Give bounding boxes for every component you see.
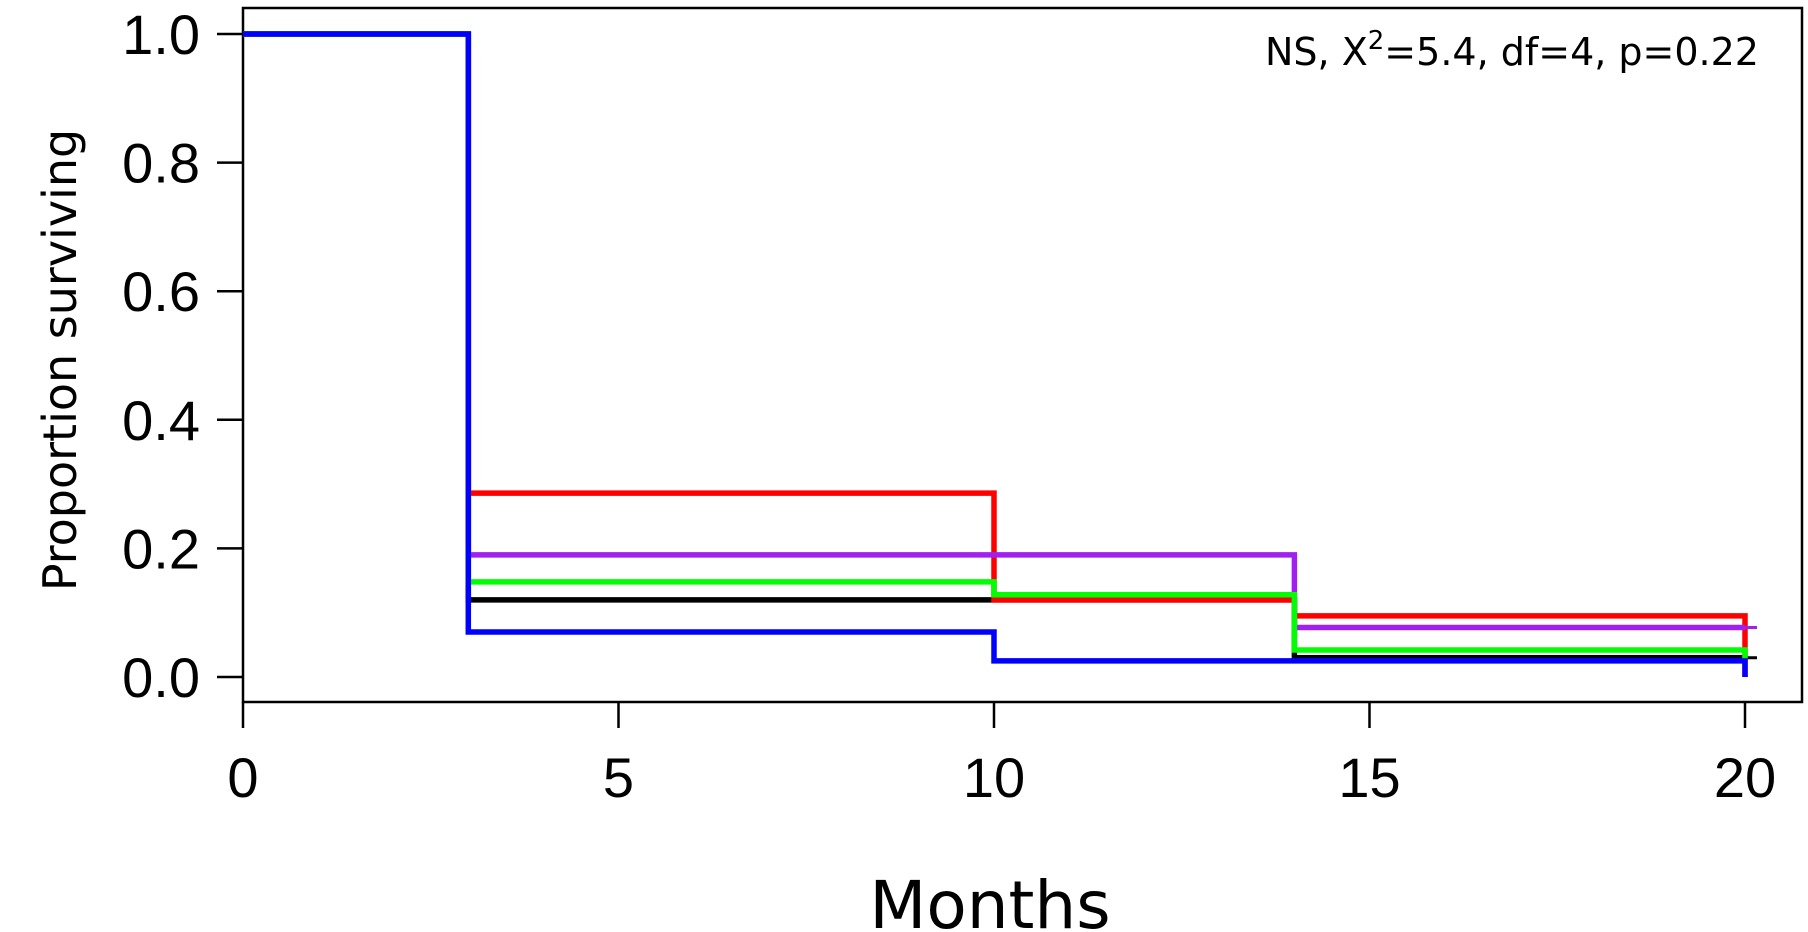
x-tick-label: 10 [963,746,1025,809]
annotation-prefix: NS, X [1265,30,1368,74]
test-annotation: NS, X2=5.4, df=4, p=0.22 [1265,26,1759,74]
x-tick-label: 20 [1714,746,1776,809]
y-axis: 0.0 0.2 0.4 0.6 0.8 1.0 [122,3,243,709]
y-tick-label: 0.6 [122,260,200,323]
annotation-suffix: =5.4, df=4, p=0.22 [1384,30,1759,74]
x-axis: 0 5 10 15 20 [227,702,1776,809]
x-tick-label: 15 [1338,746,1400,809]
y-tick-label: 0.2 [122,517,200,580]
series-layer [243,34,1757,677]
annotation-superscript: 2 [1368,26,1385,56]
y-axis-title: Proportion surviving [33,129,87,591]
y-tick-label: 1.0 [122,3,200,66]
y-tick-label: 0.8 [122,132,200,195]
x-axis-title: Months [869,867,1110,932]
x-tick-label: 0 [227,746,258,809]
y-tick-label: 0.0 [122,646,200,709]
y-tick-label: 0.4 [122,389,200,452]
x-tick-label: 5 [603,746,634,809]
